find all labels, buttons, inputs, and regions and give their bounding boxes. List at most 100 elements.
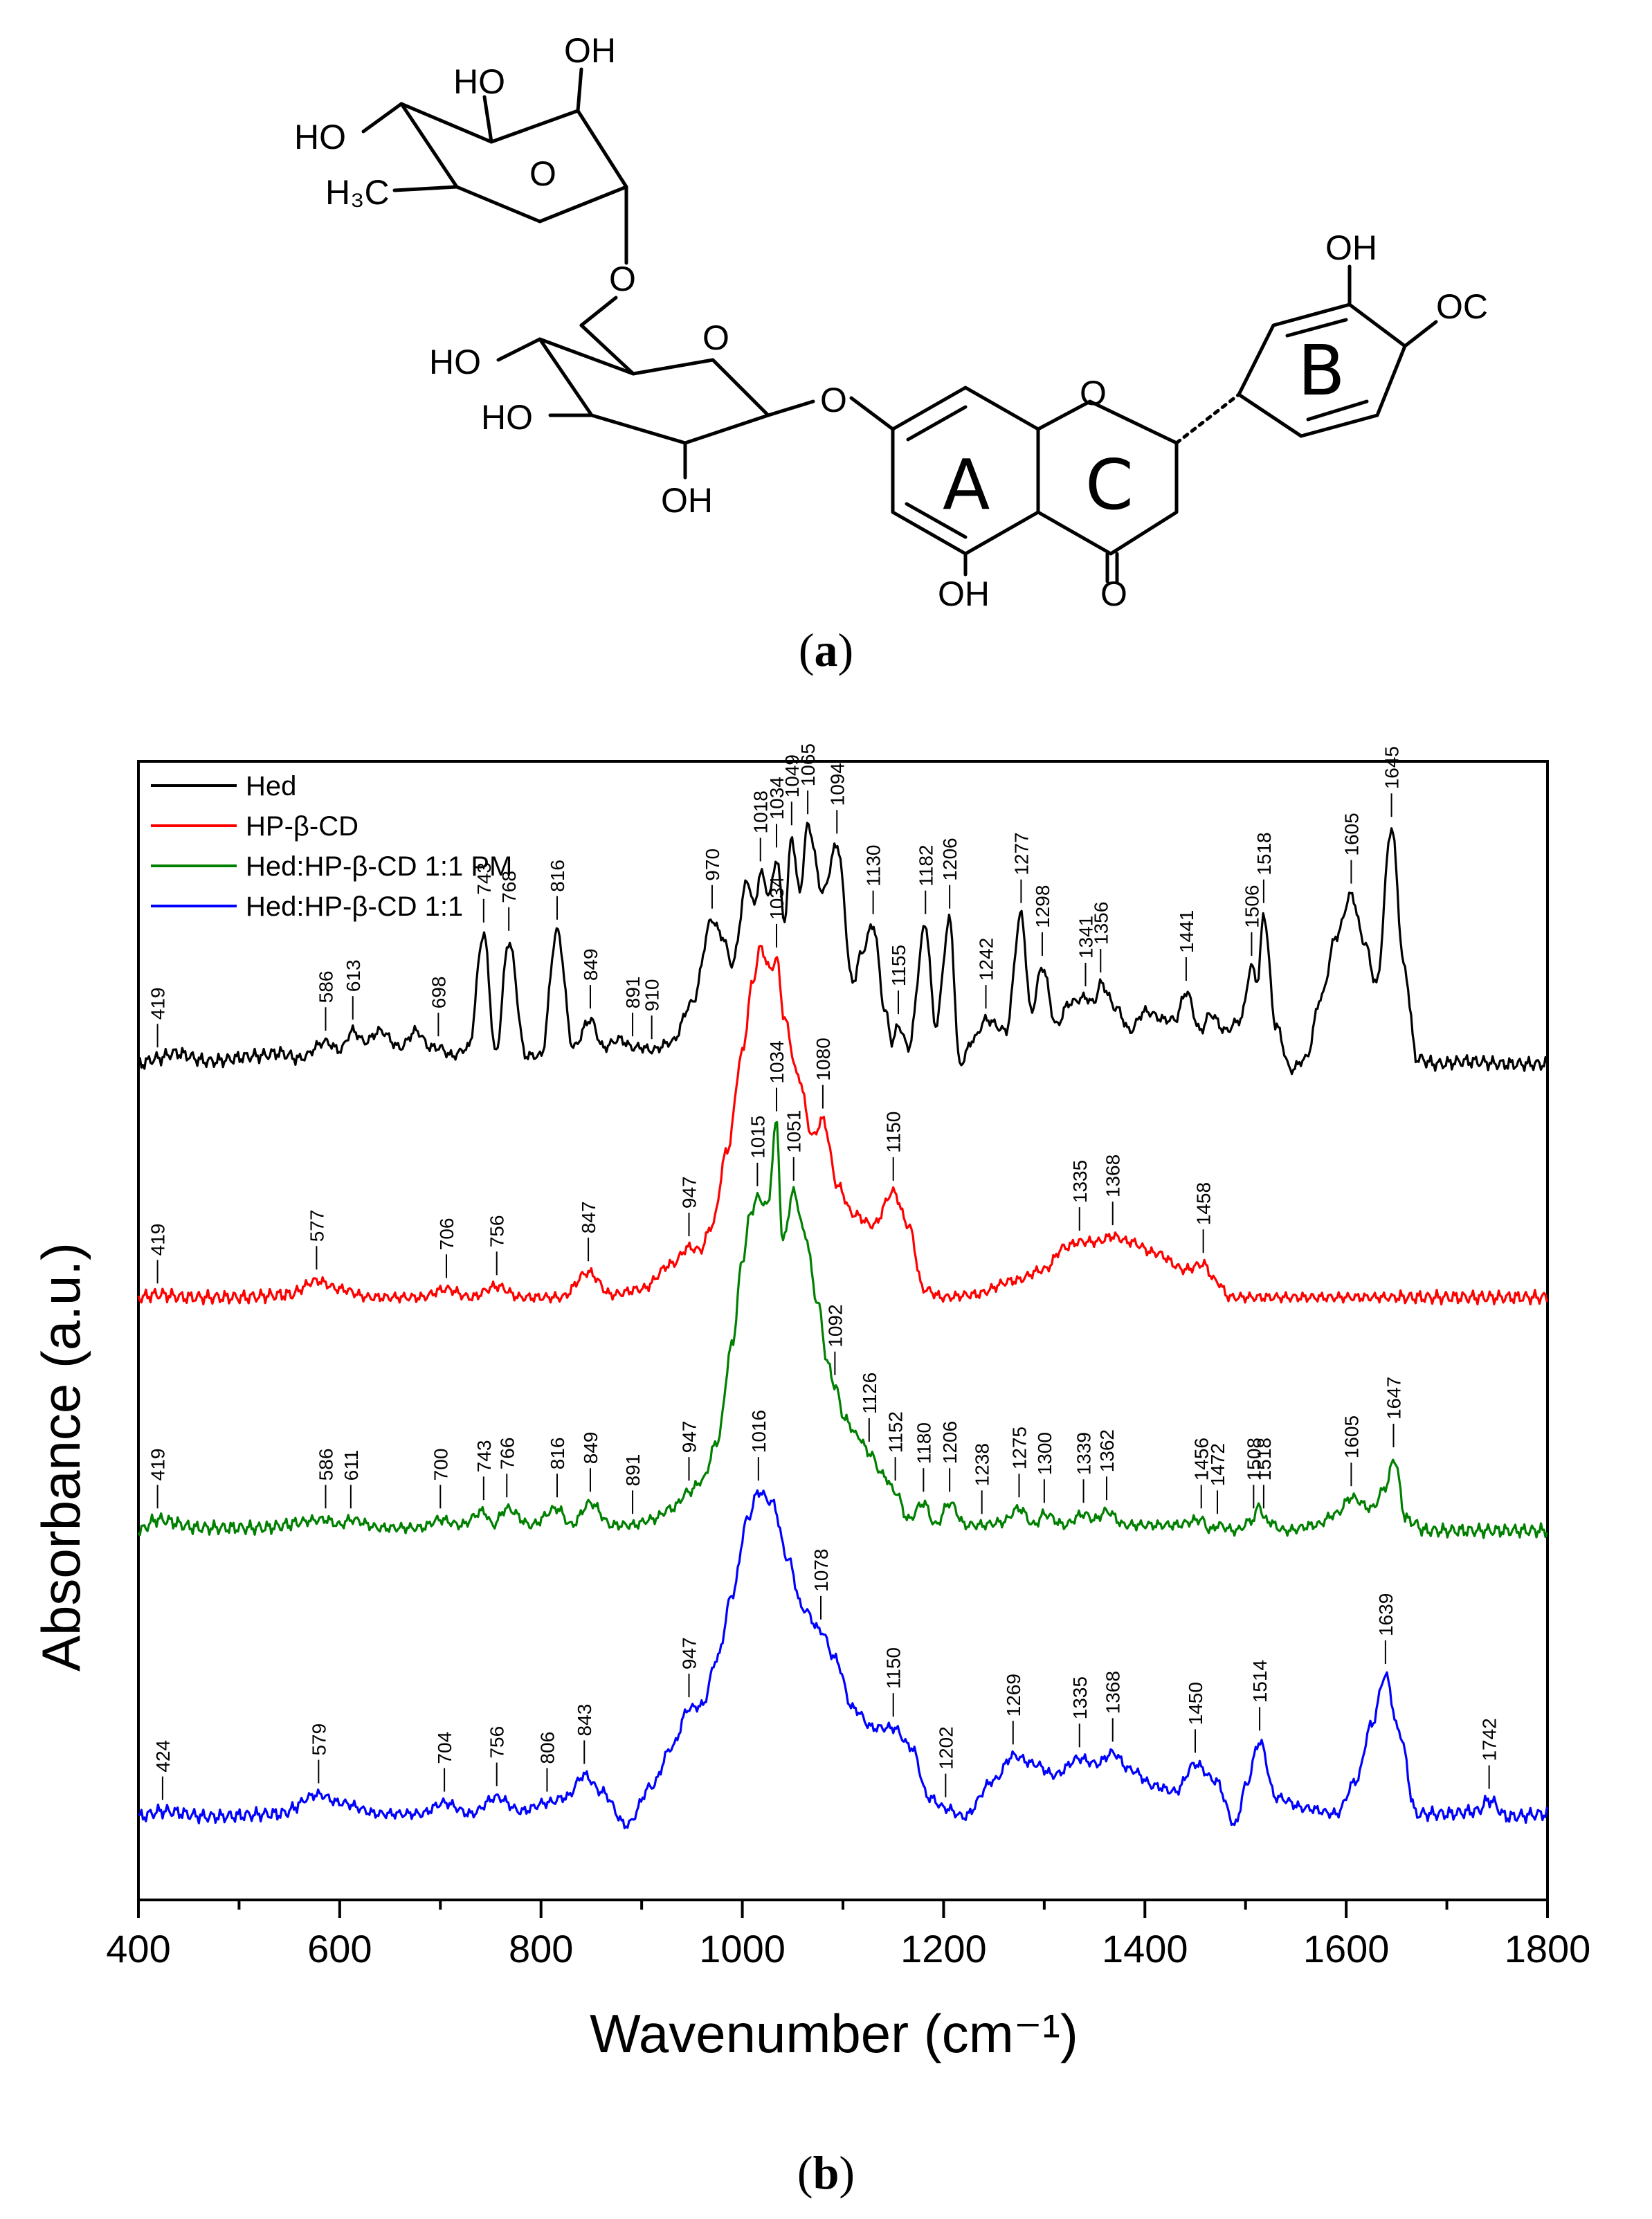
atom-o-glc-ring: O [702,318,729,357]
peak-label: 419 [147,1449,169,1481]
oc-b4-bond [1403,320,1438,348]
glucose-ring-bonds [538,337,770,445]
legend-entry: Hed:HP-β-CD 1:1 PM [246,851,512,882]
peak-label: 756 [487,1215,508,1248]
x-tick-label: 1000 [699,1927,786,1971]
c-ring-bonds [1036,399,1179,556]
peak-label: 1742 [1479,1718,1500,1761]
peak-label: 419 [147,1224,169,1256]
peak-label: 419 [147,988,169,1020]
peak-label: 910 [642,979,663,1012]
series-line-2 [137,1121,1548,1539]
peak-label: 698 [428,977,449,1009]
peak-label: 1094 [826,763,848,806]
caption-a: (a) [798,624,854,676]
peak-label: 1202 [935,1726,956,1769]
x-tick-label: 600 [307,1927,372,1971]
rha-ho-bond [482,95,493,144]
peak-label: 1518 [1253,1438,1275,1480]
series-line-3 [138,1489,1548,1829]
peak-label: 1605 [1341,813,1362,855]
peak-label: 1206 [939,837,961,880]
peak-label: 1150 [883,1112,905,1153]
peak-label: 1458 [1193,1182,1215,1225]
peak-label: 849 [580,1432,601,1465]
glycosidic-o-bond [849,396,895,431]
b-ring-double-2 [1306,399,1369,422]
peak-label: 1645 [1381,746,1403,789]
peak-label: 891 [622,1454,644,1487]
peak-label: 1269 [1003,1674,1024,1717]
peak-label: 843 [574,1704,595,1737]
peak-label: 970 [702,849,723,881]
peak-label: 1092 [824,1304,846,1347]
peak-label: 743 [473,862,495,895]
peak-label: 424 [152,1740,174,1773]
peak-label: 1065 [797,743,819,786]
atom-o-carbonyl: O [1100,574,1127,609]
peak-label: 1018 [750,790,772,833]
peak-label: 1051 [783,1110,805,1153]
x-axis-ticks: 400 600 800 1000 1200 1400 1600 1800 [106,1900,1590,1971]
atom-oh-5: OH [938,574,990,609]
peak-label: 1182 [915,845,936,887]
link-o-c6-bond [579,296,618,327]
series-line-1 [137,944,1548,1306]
atom-ho-glc-c4: HO [481,398,533,437]
peak-label: 947 [678,1637,700,1669]
peak-label: 1275 [1009,1426,1031,1469]
y-axis-label: Absorbance (a.u.) [30,1242,91,1672]
a-ring-double-1 [906,405,968,442]
atom-o-link: O [609,260,636,298]
peak-label: 1647 [1383,1377,1404,1420]
atom-ho-glc-c6: HO [429,343,481,381]
peak-label: 1450 [1185,1682,1206,1725]
peak-label: 1639 [1375,1593,1397,1636]
legend-entry: HP-β-CD [246,811,358,842]
peak-label: 816 [547,1438,568,1470]
x-tick-label: 1200 [900,1927,987,1971]
stereo-bond [1174,392,1241,445]
atom-ho-rha-upper: HO [453,62,505,101]
peak-label: 1298 [1032,885,1053,928]
peak-label: 891 [622,977,644,1009]
caption-b-letter: b [813,2146,839,2199]
atom-oh-rha-top: OH [564,31,616,70]
peak-label: 1206 [939,1421,961,1464]
x-tick-label: 1800 [1505,1927,1591,1971]
peak-label: 768 [498,871,520,903]
peak-label: 1506 [1241,885,1262,928]
peak-label: 1456 [1191,1438,1213,1480]
peak-label: 766 [496,1438,518,1470]
hesperidin-structure: OH HO HO H₃C O O O HO HO OH O O OH O OH … [294,31,1488,609]
x-tick-label: 400 [106,1927,170,1971]
peak-label: 1034 [766,777,788,819]
peak-label: 1015 [747,1116,768,1159]
peak-label: 1155 [888,945,909,986]
peak-label: 1368 [1102,1154,1124,1197]
atom-o-rha-ring: O [529,154,556,193]
glc-ho-c6-bond [496,337,542,362]
peak-label: 1078 [810,1549,832,1592]
peak-label: 704 [434,1732,455,1764]
peak-label: 806 [536,1732,558,1764]
peak-label: 1150 [883,1647,905,1689]
peak-label: 1368 [1102,1671,1124,1714]
peak-label: 1508 [1243,1438,1264,1480]
peak-label: 1152 [885,1411,907,1453]
ring-label-c: C [1085,444,1134,525]
peak-label: 586 [315,1449,336,1481]
peak-label: 1126 [859,1373,880,1414]
peak-label: 1080 [813,1038,834,1080]
peak-label: 1339 [1073,1432,1095,1475]
atom-oc-b4: OC [1436,287,1488,326]
atom-ho-rha-left: HO [294,118,346,156]
peak-label: 1335 [1069,1160,1091,1203]
peak-label: 1472 [1207,1443,1228,1486]
peak-label: 577 [306,1210,327,1242]
structure-bonds [361,67,1438,583]
peak-label: 743 [473,1440,495,1473]
x-tick-label: 1400 [1102,1927,1188,1971]
peak-label: 816 [547,860,568,892]
